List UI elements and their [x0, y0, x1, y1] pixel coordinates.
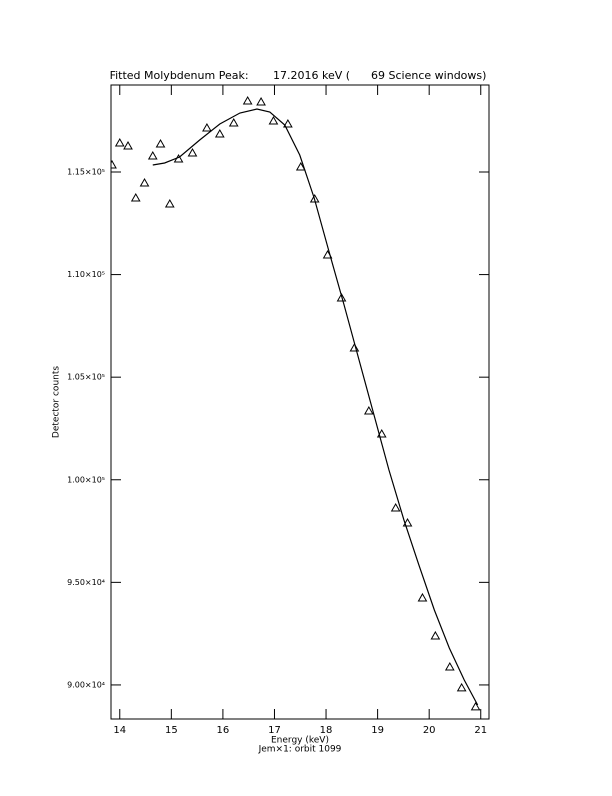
- data-point: [283, 118, 293, 128]
- data-point: [111, 159, 117, 169]
- data-point: [336, 292, 347, 302]
- data-point: [187, 147, 198, 157]
- data-point: [147, 150, 158, 160]
- data-point: [268, 116, 279, 125]
- data-point: [228, 117, 239, 127]
- x-tick-label: 20: [423, 725, 436, 736]
- data-point: [295, 161, 306, 171]
- x-tick-label: 19: [371, 725, 384, 736]
- data-point: [376, 428, 387, 438]
- data-point: [363, 405, 374, 415]
- data-point: [349, 342, 360, 352]
- y-tick-label: 9.00×10⁴: [67, 680, 105, 689]
- data-point: [130, 192, 141, 202]
- y-tick-label: 1.00×10⁵: [67, 475, 105, 484]
- data-point: [256, 97, 266, 106]
- x-tick-label: 18: [320, 725, 333, 736]
- data-point: [202, 122, 212, 132]
- data-point: [139, 177, 150, 187]
- data-point: [214, 128, 225, 138]
- x-tick-label: 17: [268, 725, 281, 736]
- data-point: [164, 198, 175, 208]
- x-tick-label: 14: [113, 725, 126, 736]
- x-axis-label: Energy (keV): [271, 736, 329, 746]
- data-point: [242, 95, 253, 105]
- data-point: [444, 661, 455, 671]
- x-tick-label: 15: [165, 725, 178, 736]
- y-tick-label: 1.15×10⁵: [67, 167, 105, 176]
- subtitle: Jem×1: orbit 1099: [258, 745, 342, 755]
- data-point: [456, 682, 467, 692]
- data-point: [114, 137, 125, 147]
- data-point: [470, 701, 481, 711]
- y-tick-label: 1.10×10⁵: [67, 270, 105, 279]
- chart-title: Fitted Molybdenum Peak: 17.2016 keV ( 69…: [110, 69, 487, 82]
- data-point: [123, 140, 133, 150]
- y-tick-label: 9.50×10⁴: [67, 578, 105, 587]
- plot-frame: [110, 84, 490, 720]
- data-point: [155, 138, 166, 148]
- y-axis-label: Detector counts: [52, 366, 62, 438]
- data-point: [390, 502, 401, 512]
- x-tick-label: 21: [474, 725, 487, 736]
- data-point: [402, 517, 413, 527]
- x-tick-label: 16: [217, 725, 230, 736]
- data-point: [430, 630, 441, 640]
- plot-area: [111, 95, 481, 711]
- data-point: [417, 592, 428, 602]
- fit-line: [152, 108, 479, 706]
- y-tick-label: 1.05×10⁵: [67, 373, 105, 382]
